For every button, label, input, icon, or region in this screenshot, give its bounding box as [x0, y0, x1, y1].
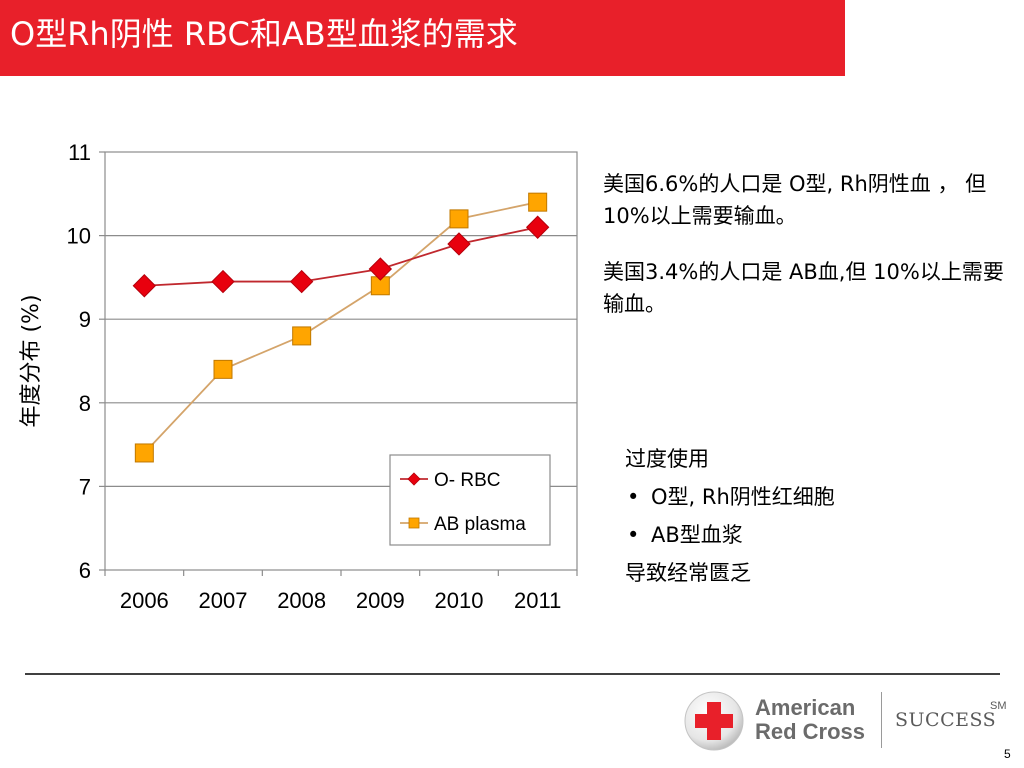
notes-heading: 过度使用 — [625, 447, 709, 471]
y-tick-label-9: 9 — [79, 307, 91, 332]
y-tick-label-10: 10 — [67, 224, 91, 249]
brand-american: American — [755, 695, 856, 720]
x-tick-label-2010: 2010 — [435, 588, 484, 613]
data-point-2008 — [292, 326, 312, 346]
y-tick-label-7: 7 — [79, 474, 91, 499]
brand-separator — [881, 692, 882, 748]
red-cross-logo — [684, 691, 744, 751]
page-number: 5 — [1004, 747, 1011, 761]
legend-item: O- RBC — [400, 470, 501, 491]
footer-divider — [25, 673, 1000, 675]
brand-red-cross: Red Cross — [755, 719, 866, 744]
legend-item: AB plasma — [400, 514, 526, 535]
x-tick-label-2006: 2006 — [120, 588, 169, 613]
data-point-2010 — [449, 209, 469, 229]
data-point-2006 — [134, 443, 154, 463]
x-tick-label-2009: 2009 — [356, 588, 405, 613]
legend-box — [389, 454, 551, 546]
data-point-2011 — [528, 192, 548, 212]
x-axis-ticks: 2006 2007 2008 2009 2010 2011 — [104, 570, 578, 613]
slide-title: O型Rh阴性 RBC和AB型血浆的需求 — [10, 15, 518, 53]
chart-series — [132, 192, 550, 463]
y-axis-label: 年度分布 (%) — [19, 294, 44, 427]
o-neg-stat: 美国6.6%的人口是 O型, Rh阴性血 ， 但10%以上需要输血。 — [603, 172, 987, 228]
y-tick-label-11: 11 — [68, 140, 91, 165]
legend-label: AB plasma — [434, 514, 526, 535]
chart-gridlines — [105, 234, 577, 487]
y-tick-label-6: 6 — [79, 558, 91, 583]
series-ab-plasma — [143, 201, 538, 454]
x-tick-label-2011: 2011 — [514, 588, 561, 613]
success-wordmark: SUCCESS — [895, 709, 997, 731]
legend-label: O- RBC — [434, 470, 501, 491]
series-line — [143, 201, 538, 454]
series-line — [144, 226, 538, 287]
chart-legend: O- RBC AB plasma — [389, 454, 551, 546]
overuse-notes: 过度使用 O型, Rh阴性红细胞 AB型血浆 导致经常匮乏 — [625, 440, 1015, 592]
data-point-2010 — [447, 232, 471, 256]
footer-branding: American Red Cross SUCCESS SM — [683, 686, 1018, 756]
data-point-2007 — [213, 359, 233, 379]
x-tick-label-2008: 2008 — [277, 588, 326, 613]
service-mark: SM — [990, 700, 1007, 712]
description-block: 美国6.6%的人口是 O型, Rh阴性血 ， 但10%以上需要输血。 美国3.4… — [603, 168, 1018, 344]
series-o-rbc — [144, 226, 538, 287]
series-markers-diamond — [132, 215, 550, 298]
y-axis-ticks: 6 7 8 9 10 11 — [67, 140, 105, 583]
title-bar: O型Rh阴性 RBC和AB型血浆的需求 — [0, 0, 845, 76]
series-markers-square — [134, 192, 548, 463]
bullet-o-neg-rbc: O型, Rh阴性红细胞 — [625, 478, 1015, 516]
data-point-2006 — [132, 274, 157, 298]
data-point-2009 — [368, 257, 393, 281]
notes-conclusion: 导致经常匮乏 — [625, 561, 751, 585]
data-point-2011 — [525, 215, 550, 239]
y-tick-label-8: 8 — [79, 391, 91, 416]
x-tick-label-2007: 2007 — [199, 588, 248, 613]
ab-stat: 美国3.4%的人口是 AB血,但 10%以上需要输血。 — [603, 260, 1004, 316]
data-point-2008 — [289, 269, 314, 294]
line-chart: 6 7 8 9 10 11 2006 2007 2008 2009 2010 2011 年度分布 (… — [19, 140, 578, 613]
bullet-ab-plasma: AB型血浆 — [625, 516, 1015, 554]
data-point-2007 — [211, 269, 235, 294]
